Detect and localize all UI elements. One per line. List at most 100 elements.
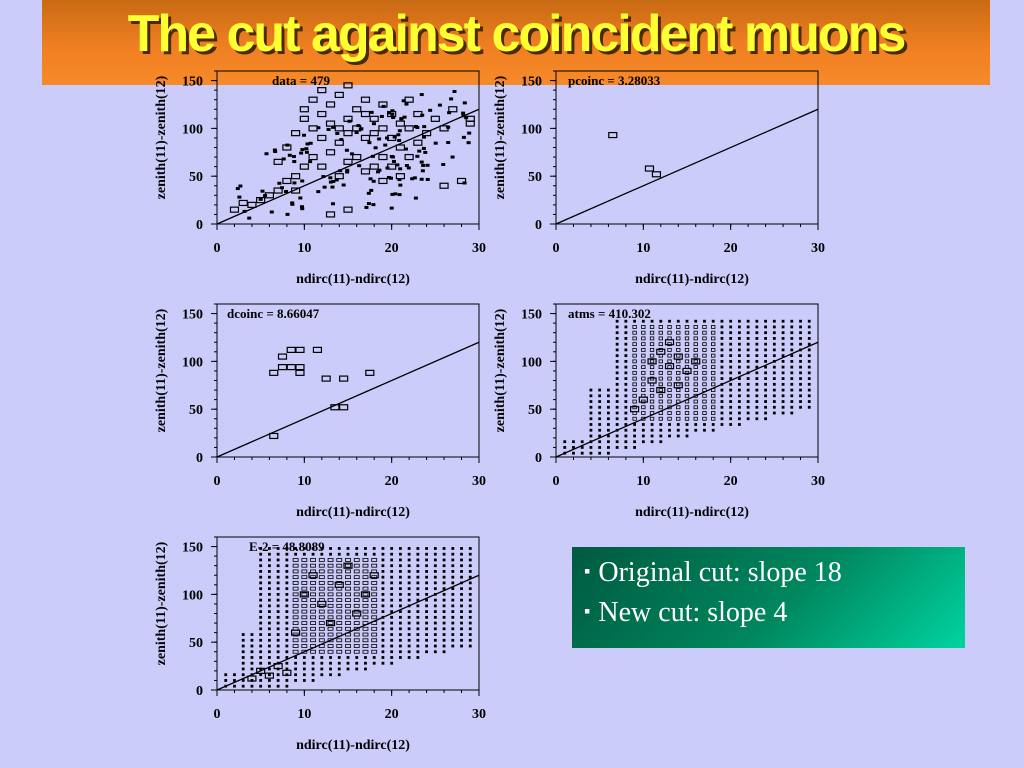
data-point — [328, 180, 333, 184]
data-point — [807, 337, 811, 340]
data-point — [371, 122, 376, 126]
data-point — [301, 569, 308, 574]
data-point — [589, 428, 593, 432]
x-tick-label: 30 — [811, 474, 825, 489]
x-tick-label: 20 — [385, 241, 399, 256]
data-point — [711, 342, 716, 347]
data-point — [781, 411, 785, 415]
data-point — [322, 185, 327, 189]
data-point — [451, 610, 455, 613]
data-point — [615, 359, 619, 363]
data-point — [738, 394, 741, 398]
data-point — [693, 393, 698, 398]
data-point — [389, 154, 394, 158]
data-point — [755, 394, 759, 398]
data-point — [345, 615, 351, 620]
data-point — [667, 393, 672, 398]
data-point — [335, 131, 340, 135]
data-point — [404, 96, 414, 103]
data-point — [764, 417, 767, 421]
slide-title: The cut against coincident muons — [127, 5, 907, 63]
y-tick-label: 150 — [182, 75, 203, 90]
data-point — [598, 394, 602, 398]
data-point — [460, 638, 463, 642]
data-point — [276, 592, 280, 596]
y-tick-label: 150 — [521, 308, 542, 323]
data-point — [764, 411, 767, 415]
data-point — [285, 610, 289, 613]
data-point — [693, 330, 698, 335]
data-point — [658, 411, 663, 415]
data-point — [353, 563, 360, 568]
data-point — [442, 587, 446, 591]
data-point — [416, 656, 420, 659]
data-point — [407, 604, 411, 608]
data-point — [658, 376, 663, 381]
data-point — [425, 615, 429, 619]
y-tick-label: 50 — [189, 636, 203, 651]
data-point — [387, 134, 397, 142]
data-point — [345, 603, 351, 608]
data-point — [267, 610, 271, 613]
data-point — [352, 610, 362, 617]
data-point — [693, 416, 698, 421]
data-point — [664, 339, 675, 346]
data-point — [398, 552, 402, 556]
data-point — [633, 446, 636, 449]
data-point — [729, 331, 733, 335]
data-point — [799, 405, 802, 409]
data-point — [334, 581, 344, 588]
data-point — [693, 342, 698, 347]
data-point — [433, 598, 437, 602]
data-point — [334, 173, 344, 180]
data-point — [729, 377, 733, 380]
data-point — [423, 150, 428, 154]
data-point — [327, 649, 334, 654]
data-point — [360, 96, 371, 103]
data-point — [442, 610, 446, 613]
data-point — [676, 325, 681, 329]
data-point — [419, 93, 424, 97]
data-point — [276, 656, 280, 659]
data-point — [468, 610, 472, 613]
data-point — [259, 598, 263, 602]
data-point — [764, 337, 767, 340]
data-point — [371, 615, 378, 620]
data-point — [317, 87, 327, 94]
data-point — [468, 633, 472, 636]
data-point — [460, 592, 463, 596]
data-point — [369, 572, 379, 579]
data-point — [607, 405, 610, 409]
data-point — [684, 336, 690, 341]
data-point — [415, 154, 420, 158]
data-point — [371, 644, 378, 648]
data-point — [419, 177, 424, 181]
data-point — [362, 644, 369, 648]
data-point — [327, 609, 334, 614]
data-point — [241, 638, 245, 642]
data-point — [598, 446, 602, 449]
data-point — [301, 598, 308, 603]
data-point — [292, 581, 299, 585]
data-point — [641, 342, 646, 347]
data-point — [624, 377, 628, 380]
data-point — [291, 187, 301, 194]
data-point — [720, 359, 724, 363]
data-point — [390, 564, 394, 568]
data-point — [676, 428, 680, 432]
data-point — [702, 393, 707, 398]
data-point — [416, 558, 420, 562]
data-point — [422, 125, 427, 129]
data-point — [598, 405, 602, 409]
data-point — [684, 405, 690, 410]
data-point — [799, 365, 802, 369]
data-point — [336, 615, 343, 620]
data-point — [390, 547, 394, 550]
data-point — [301, 638, 308, 643]
data-point — [381, 604, 385, 608]
data-point — [398, 650, 402, 654]
data-point — [381, 598, 385, 602]
data-point — [285, 656, 289, 659]
y-axis-label: zenith(11)-zenith(12) — [493, 308, 508, 432]
data-point — [407, 547, 411, 550]
